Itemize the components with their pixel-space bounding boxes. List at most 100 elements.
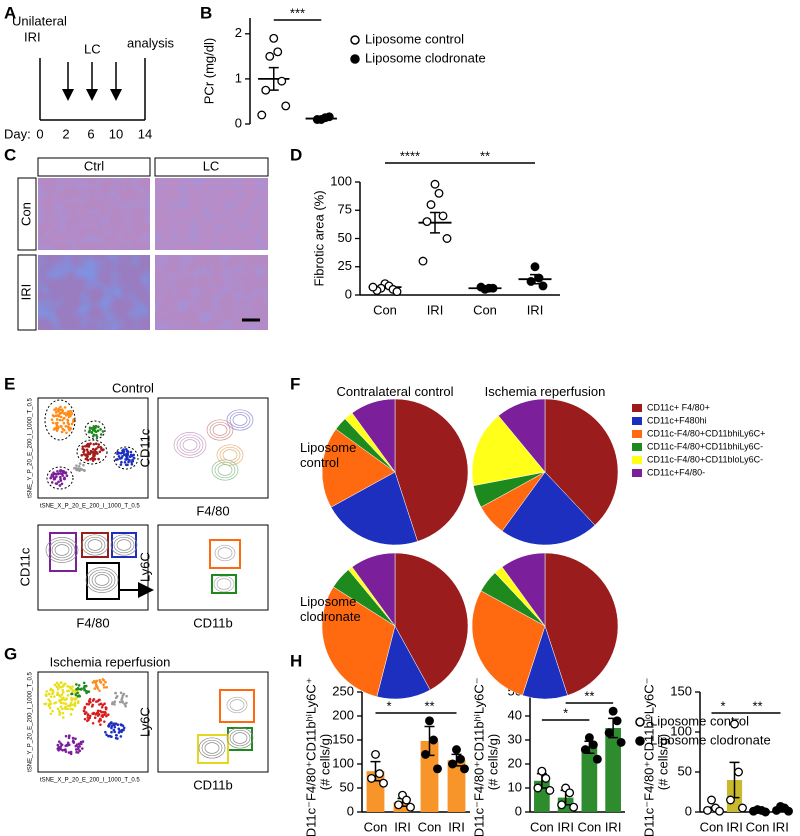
tsne-dot: [125, 455, 128, 458]
tsne-dot: [59, 479, 63, 482]
y-tick-label: 200: [332, 707, 354, 722]
tsne-dot: [53, 695, 56, 698]
tsne-dot: [57, 683, 60, 687]
y-tick-label: 2: [235, 25, 242, 40]
tsne-dot: [59, 748, 63, 751]
data-point: [533, 783, 543, 793]
contour: [214, 461, 236, 479]
tsne-dot: [87, 702, 91, 706]
data-point: [430, 179, 440, 189]
histology: [17, 157, 269, 331]
tsne-dot: [92, 433, 96, 437]
data-point: [406, 802, 415, 812]
flow-axis: Ly6C: [137, 707, 152, 737]
tsne-dot: [96, 687, 100, 690]
tsne-dot: [88, 426, 92, 430]
y-tick-label: 0: [345, 286, 352, 301]
y-tick-label: 25: [338, 258, 352, 273]
tsne-dot: [65, 743, 69, 747]
x-tick-label: IRI: [527, 302, 544, 317]
tsne-dot: [100, 705, 104, 709]
tsne-dot: [59, 705, 63, 708]
data-point: [402, 795, 411, 805]
pie-slice: [321, 586, 396, 698]
contour: [176, 434, 204, 456]
tsne-dot: [68, 685, 72, 689]
tsne-dot: [113, 703, 116, 706]
gate: [44, 399, 76, 441]
x-tick-label: Con: [746, 819, 770, 834]
tsne-dot: [89, 457, 92, 461]
legend-label: CD11c+ F4/80+: [647, 402, 710, 412]
tsne-dot: [62, 421, 66, 425]
data-point: [265, 51, 275, 61]
tsne-dot: [92, 453, 96, 457]
tsne-dot: [59, 685, 63, 689]
tsne-dot: [122, 692, 126, 696]
tsne-dot: [45, 690, 49, 693]
data-point: [612, 716, 622, 726]
pie-slice: [394, 398, 469, 542]
tsne-dot: [56, 691, 60, 694]
y-tick-label: 10: [508, 779, 522, 794]
legend-swatch: [632, 456, 642, 464]
data-point: [538, 281, 548, 291]
tsne-dot: [51, 421, 55, 425]
tsne-dot: [56, 687, 60, 691]
tsne-dot: [48, 703, 51, 706]
tsne-dot: [76, 467, 79, 471]
timeline: [39, 58, 146, 121]
y-tick-label: 0: [515, 803, 522, 818]
contour: [213, 575, 235, 593]
flow-axis: CD11c: [137, 428, 152, 467]
data-point: [545, 785, 555, 795]
tsne-dot: [66, 684, 69, 688]
tsne-dot: [99, 428, 102, 431]
tsne-axis: tSNE_Y_P_20_E_200_I_1000_T_0.5: [28, 397, 34, 497]
pie-slice: [544, 552, 619, 696]
tsne-dot: [81, 445, 85, 448]
tsne-dot: [98, 698, 101, 702]
data-point: [324, 112, 334, 122]
bar: [393, 802, 412, 812]
y-tick-label: 0: [347, 803, 354, 818]
contour: [182, 439, 198, 451]
panel-label: H: [290, 651, 302, 670]
tsne-dot: [104, 680, 107, 684]
tsne-dot: [97, 720, 101, 723]
data-point: [394, 800, 403, 810]
tsne-dot: [110, 724, 114, 727]
tsne-dot: [98, 689, 101, 692]
y-tick-label: 100: [330, 173, 352, 188]
tsne-dot: [61, 691, 65, 694]
tsne-dot: [64, 471, 68, 474]
y-axis-label: PCr (mg/dl): [201, 38, 216, 104]
y-tick-label: 250: [332, 683, 354, 698]
tsne-dot: [125, 453, 128, 456]
tsne-dot: [49, 695, 53, 698]
flow-axis: Ly6C: [137, 552, 152, 582]
contour: [48, 539, 76, 561]
tsne-dot: [77, 465, 81, 468]
tsne-dot: [70, 697, 74, 700]
tsne-dot: [78, 469, 81, 473]
tsne-dot: [61, 471, 65, 475]
tsne-dot: [66, 704, 70, 708]
tsne-dot: [83, 707, 86, 710]
tsne-dot: [113, 700, 117, 703]
tsne-dot: [62, 683, 66, 686]
data-point: [707, 795, 716, 805]
contour: [214, 544, 236, 562]
contour: [211, 459, 239, 481]
tsne-dot: [61, 474, 64, 477]
data-point: [541, 773, 551, 783]
tsne-dot: [57, 407, 61, 411]
y-tick-label: 0: [235, 115, 242, 130]
tsne-dot: [114, 458, 118, 461]
tsne-dot: [105, 706, 108, 710]
tsne-dot: [69, 707, 72, 711]
tsne-dot: [61, 716, 65, 719]
tsne-dot: [77, 742, 81, 746]
y-tick-label: 1: [235, 70, 242, 85]
tsne-dot: [64, 707, 68, 710]
